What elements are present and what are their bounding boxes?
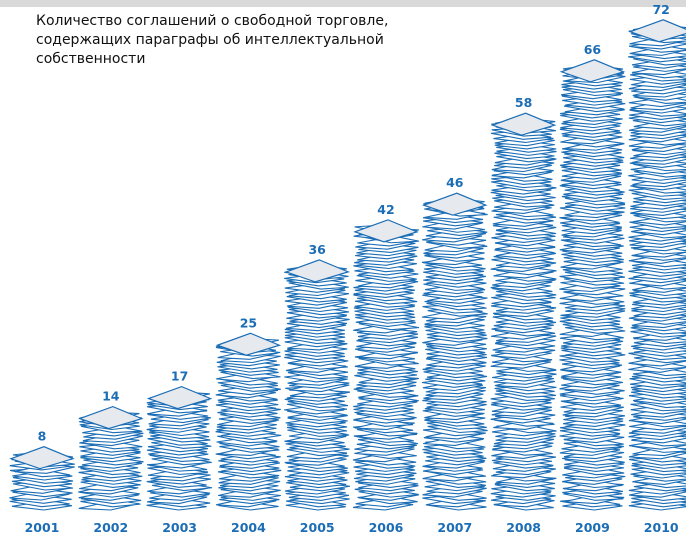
value-label: 42 (377, 202, 394, 217)
value-label: 72 (652, 2, 669, 17)
chart: 8 2001 14 2002 17 2003 25 2004 36 2005 42 2006 46 200… (0, 0, 686, 548)
value-label: 66 (584, 42, 602, 57)
value-label: 8 (38, 429, 47, 444)
x-tick-label: 2006 (369, 520, 404, 535)
x-tick-label: 2001 (25, 520, 60, 535)
paper-stack (216, 333, 282, 510)
x-tick-label: 2008 (506, 520, 541, 535)
x-tick-label: 2004 (231, 520, 266, 535)
paper-stack (491, 113, 557, 510)
paper-stack (559, 60, 625, 510)
x-tick-label: 2009 (575, 520, 610, 535)
paper-stack (9, 447, 74, 510)
value-label: 58 (515, 95, 532, 110)
paper-stack (284, 260, 350, 510)
x-tick-label: 2010 (644, 520, 679, 535)
x-tick-label: 2005 (300, 520, 335, 535)
paper-stack (353, 220, 419, 510)
x-tick-label: 2002 (93, 520, 128, 535)
page: Количество соглашений о свободной торгов… (0, 0, 686, 548)
paper-stack (422, 193, 488, 510)
value-label: 25 (240, 315, 257, 330)
value-label: 14 (102, 389, 120, 404)
paper-stack (147, 387, 212, 510)
x-tick-label: 2003 (162, 520, 197, 535)
paper-stack (78, 407, 143, 510)
x-tick-label: 2007 (437, 520, 472, 535)
value-label: 46 (446, 175, 464, 190)
paper-stack (628, 20, 686, 510)
value-label: 17 (171, 369, 188, 384)
value-label: 36 (308, 242, 326, 257)
